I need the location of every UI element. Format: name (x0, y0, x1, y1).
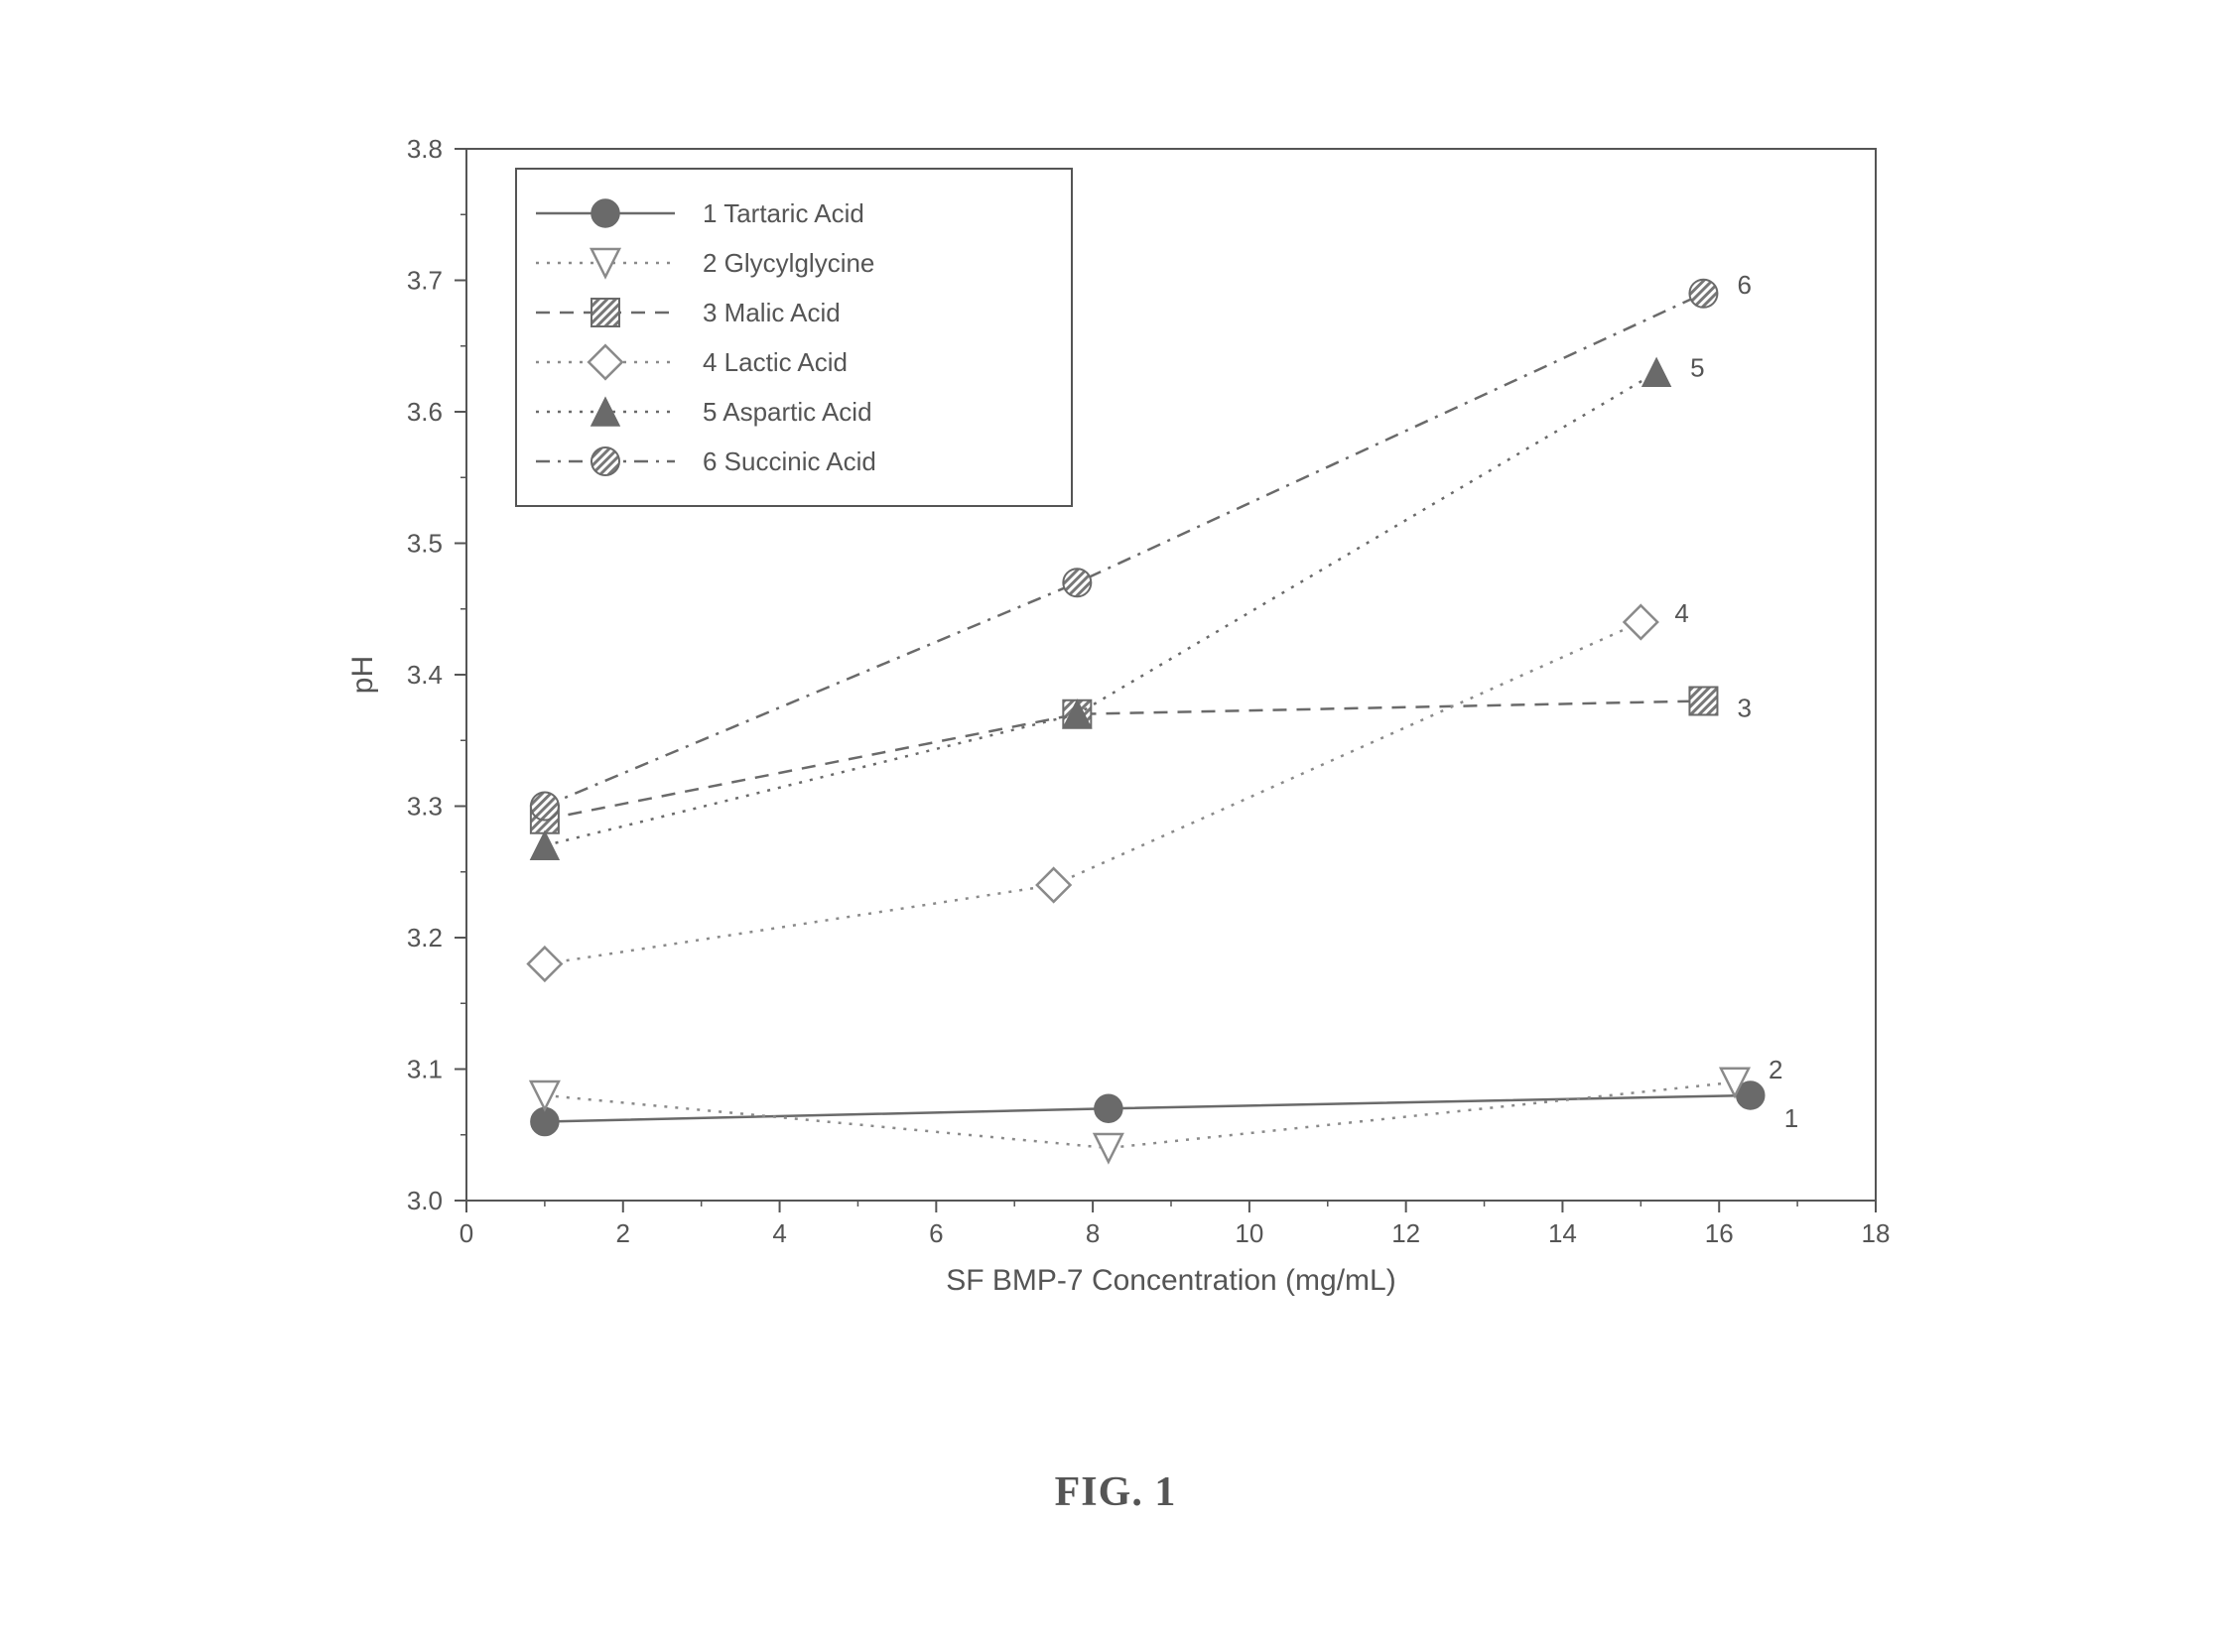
legend-label: 2 Glycylglycine (703, 248, 874, 278)
svg-text:6: 6 (929, 1218, 943, 1248)
svg-text:10: 10 (1235, 1218, 1263, 1248)
series-end-label: 1 (1784, 1103, 1798, 1133)
svg-text:14: 14 (1548, 1218, 1577, 1248)
svg-text:2: 2 (616, 1218, 630, 1248)
series-end-label: 2 (1769, 1055, 1782, 1084)
figure-caption: FIG. 1 (0, 1468, 2231, 1516)
legend-label: 3 Malic Acid (703, 298, 841, 327)
svg-text:3.1: 3.1 (407, 1055, 443, 1084)
svg-text:3.3: 3.3 (407, 792, 443, 822)
svg-text:3.2: 3.2 (407, 923, 443, 953)
series-end-label: 6 (1737, 270, 1751, 300)
page: 0246810121416183.03.13.23.33.43.53.63.73… (0, 0, 2231, 1652)
series-end-label: 4 (1674, 598, 1688, 628)
legend-label: 1 Tartaric Acid (703, 198, 864, 228)
svg-text:SF BMP-7 Concentration (mg/mL): SF BMP-7 Concentration (mg/mL) (946, 1264, 1395, 1297)
svg-text:pH: pH (346, 656, 379, 694)
series-end-label: 5 (1690, 352, 1704, 382)
legend: 1 Tartaric Acid 2 Glycylglycine 3 Malic Ac… (516, 169, 1072, 506)
legend-label: 4 Lactic Acid (703, 347, 848, 377)
svg-text:3.6: 3.6 (407, 397, 443, 427)
series-end-label: 3 (1737, 694, 1751, 723)
legend-label: 5 Aspartic Acid (703, 397, 872, 427)
svg-text:3.8: 3.8 (407, 134, 443, 164)
chart-container: 0246810121416183.03.13.23.33.43.53.63.73… (337, 129, 1915, 1330)
svg-text:0: 0 (459, 1218, 473, 1248)
svg-text:3.4: 3.4 (407, 660, 443, 690)
svg-text:16: 16 (1705, 1218, 1734, 1248)
svg-text:3.0: 3.0 (407, 1186, 443, 1215)
chart-svg: 0246810121416183.03.13.23.33.43.53.63.73… (337, 129, 1915, 1330)
svg-text:4: 4 (772, 1218, 786, 1248)
legend-label: 6 Succinic Acid (703, 446, 876, 476)
svg-text:12: 12 (1391, 1218, 1420, 1248)
svg-text:3.5: 3.5 (407, 529, 443, 559)
svg-text:8: 8 (1086, 1218, 1100, 1248)
svg-text:3.7: 3.7 (407, 266, 443, 296)
svg-text:18: 18 (1862, 1218, 1891, 1248)
